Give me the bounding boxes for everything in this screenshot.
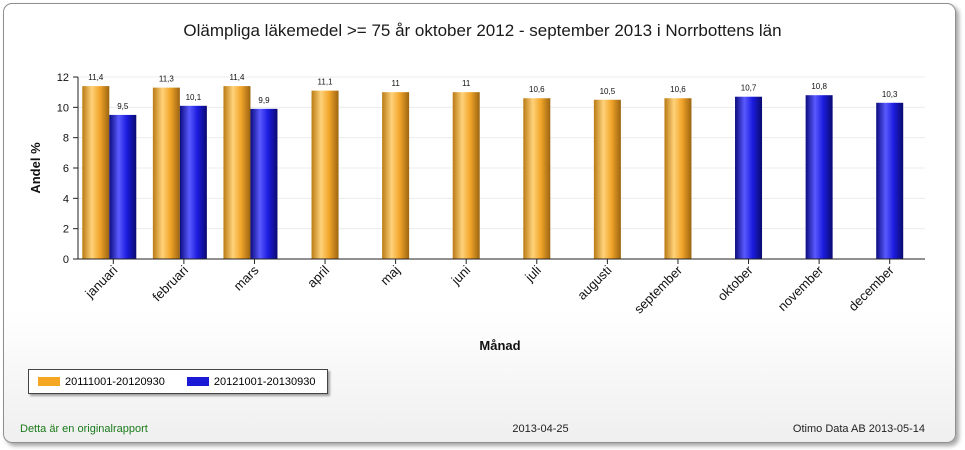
footer-report-date: 2013-04-25	[512, 423, 569, 435]
data-label: 11	[462, 79, 471, 88]
bar-series-2	[876, 102, 904, 260]
bar-series-1	[152, 87, 180, 259]
bar-series-1	[523, 98, 551, 259]
x-tick-label: april	[304, 262, 332, 290]
bar-series-2	[109, 114, 137, 260]
data-label: 10,1	[186, 93, 202, 102]
y-axis-label: Andel %	[28, 142, 43, 194]
bar-series-1	[311, 90, 339, 260]
data-label: 11,3	[159, 75, 175, 84]
data-label: 10,7	[741, 84, 757, 93]
y-tick-label: 4	[63, 193, 69, 205]
x-tick-label: juli	[521, 262, 544, 285]
legend-item-series-2: 20121001-20130930	[186, 375, 316, 388]
legend-swatch-series-2	[186, 377, 209, 386]
x-tick-label: mars	[231, 262, 262, 293]
data-label: 9,5	[117, 102, 129, 111]
bar-series-2	[735, 96, 763, 259]
y-tick-label: 0	[63, 254, 69, 266]
data-label: 10,5	[600, 87, 616, 96]
data-label: 11,4	[88, 73, 104, 82]
x-tick-label: november	[775, 262, 827, 314]
chart-legend: 20111001-20120930 20121001-20130930	[28, 369, 328, 394]
x-tick-label: september	[631, 262, 686, 317]
y-tick-label: 10	[57, 102, 69, 114]
x-tick-label: januari	[82, 262, 121, 301]
bar-series-1	[223, 86, 251, 259]
bar-series-2	[250, 108, 278, 259]
bar-series-2	[805, 95, 833, 259]
bar-series-2	[179, 105, 207, 259]
legend-item-series-1: 20111001-20120930	[38, 376, 165, 388]
legend-swatch-series-1	[38, 377, 60, 386]
data-label: 10,6	[670, 85, 686, 94]
data-label: 10,8	[811, 82, 827, 91]
bar-series-1	[382, 92, 410, 260]
data-label: 10,3	[882, 90, 898, 99]
x-axis-label: Månad	[479, 338, 520, 353]
y-tick-label: 2	[63, 224, 69, 236]
x-tick-label: oktober	[714, 262, 756, 304]
bar-series-1	[664, 98, 692, 259]
y-tick-label: 12	[57, 72, 69, 84]
bar-series-1	[452, 92, 480, 260]
footer-original-report-note: Detta är en originalrapport	[20, 423, 148, 435]
footer-publisher: Otimo Data AB 2013-05-14	[792, 423, 925, 435]
legend-label-series-1: 20111001-20120930	[65, 375, 165, 388]
x-tick-label: december	[845, 262, 897, 314]
data-label: 11,1	[318, 78, 334, 87]
x-tick-label: juni	[448, 262, 474, 288]
x-tick-label: augusti	[574, 262, 614, 302]
bar-series-1	[82, 86, 110, 259]
data-label: 10,6	[529, 85, 545, 94]
y-tick-label: 6	[63, 163, 69, 175]
chart-title: Olämpliga läkemedel >= 75 år oktober 201…	[183, 21, 782, 40]
bar-series-1	[593, 99, 621, 259]
legend-label-series-2: 20121001-20130930	[213, 375, 316, 388]
data-label: 11,4	[229, 73, 245, 82]
data-label: 11	[391, 79, 400, 88]
x-tick-label: maj	[377, 262, 402, 287]
data-label: 9,9	[258, 96, 270, 105]
y-tick-label: 8	[63, 133, 69, 145]
x-tick-label: februari	[149, 262, 191, 304]
